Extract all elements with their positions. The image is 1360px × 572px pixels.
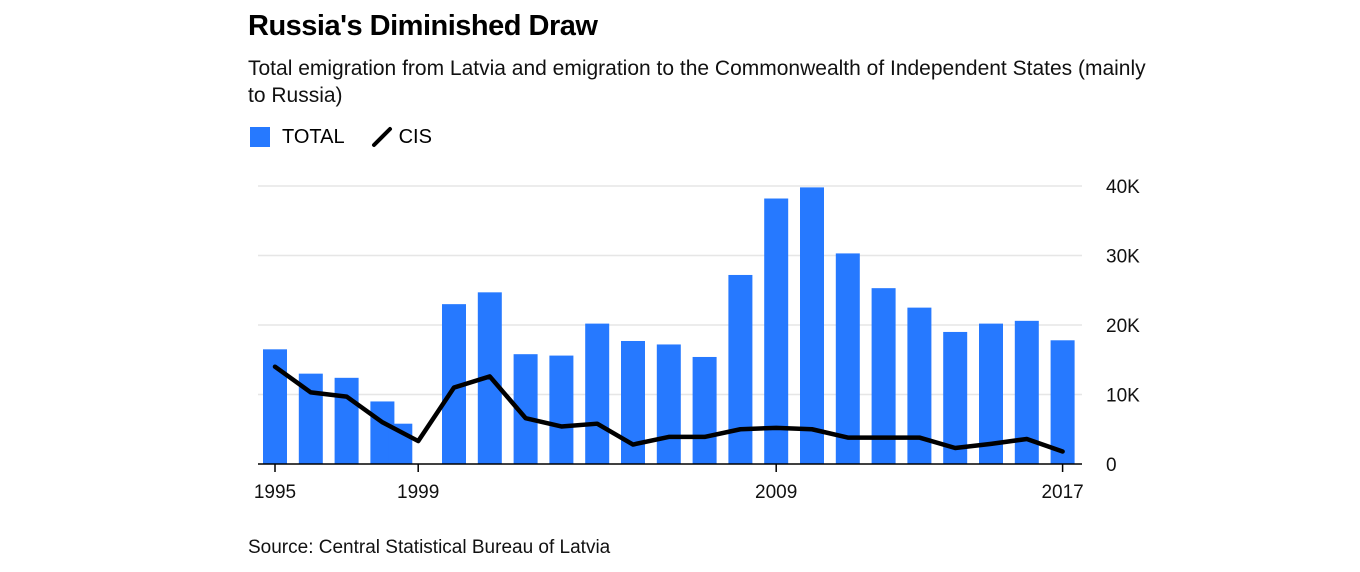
bar [728,274,753,464]
legend-swatch-cis [371,127,392,147]
x-tick-label: 1995 [254,482,296,503]
bar [871,288,896,464]
legend-label-total: TOTAL [282,125,345,148]
bar [764,198,789,464]
y-tick-label: 40K [1106,177,1140,198]
legend-item-total: TOTAL [250,126,345,149]
x-tick-label: 2017 [1041,482,1083,503]
legend-label-cis: CIS [398,125,432,148]
bar [334,377,359,464]
bar [1050,340,1075,464]
bar [549,355,574,464]
chart-title: Russia's Diminished Draw [248,10,598,42]
bar [943,331,968,464]
y-tick-label: 0 [1106,455,1117,476]
bar [585,323,610,464]
y-tick-label: 30K [1106,247,1140,268]
y-tick-label: 20K [1106,316,1140,337]
x-tick-label: 1999 [397,482,439,503]
legend-item-cis: CIS [371,126,432,149]
y-tick-label: 10K [1106,386,1140,407]
bar [656,344,681,464]
chart-subtitle: Total emigration from Latvia and emigrat… [248,57,1146,107]
x-tick-label: 2009 [755,482,797,503]
bar [835,253,860,464]
bar [692,356,717,464]
bar [800,187,824,464]
legend: TOTAL CIS [250,124,458,150]
legend-swatch-total [250,127,270,147]
source-note: Source: Central Statistical Bureau of La… [248,537,611,558]
